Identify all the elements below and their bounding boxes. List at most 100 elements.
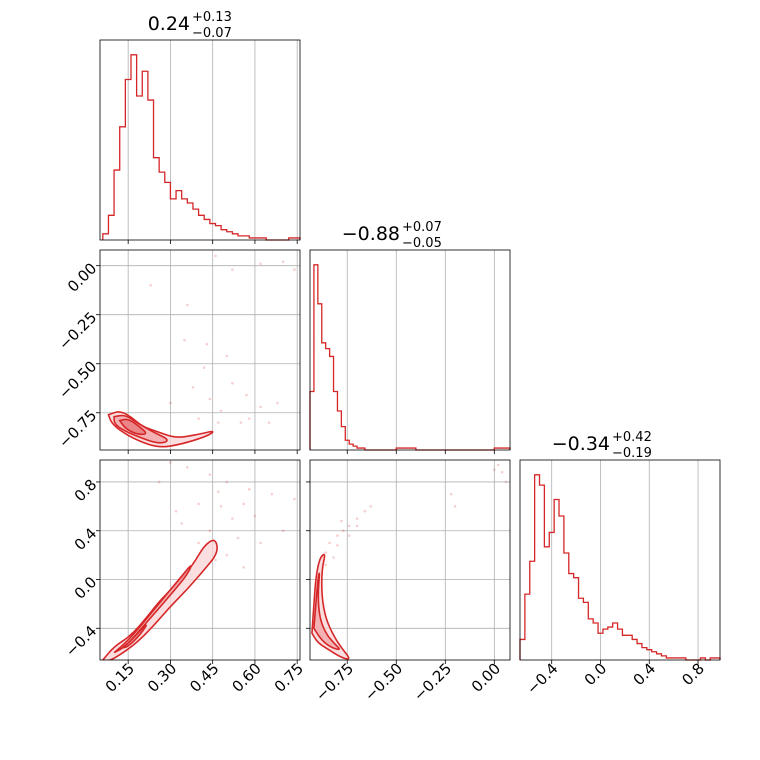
- scatter-point: [202, 366, 206, 369]
- scatter-point: [504, 480, 508, 484]
- panel-1-0: [96, 249, 301, 454]
- panel-0-0: 0.24 +0.13−0.07: [99, 10, 301, 244]
- panel-content: [311, 463, 508, 660]
- scatter-point: [281, 529, 285, 533]
- param-title-2: −0.34: [552, 433, 610, 455]
- scatter-point: [242, 502, 245, 506]
- scatter-point: [324, 551, 327, 554]
- scatter-point: [186, 303, 189, 307]
- param-error-minus-1: −0.05: [402, 236, 442, 251]
- x-tick-label: 0.8: [678, 660, 708, 690]
- scatter-point: [225, 553, 229, 557]
- scatter-point: [183, 338, 186, 342]
- scatter-point: [205, 342, 209, 346]
- scatter-point: [347, 534, 351, 537]
- scatter-point: [253, 514, 257, 518]
- panel-frame: [309, 459, 511, 661]
- scatter-point: [332, 556, 335, 559]
- contour-level-2: [118, 418, 147, 436]
- scatter-point: [208, 473, 212, 476]
- y-tick-label: 0.00: [64, 259, 100, 295]
- scatter-point: [336, 534, 339, 537]
- param-error-plus-1: +0.07: [402, 220, 442, 235]
- panel-1-1: −0.88 +0.07−0.05: [309, 220, 511, 454]
- x-tick-label: 0.30: [144, 660, 180, 696]
- scatter-point: [245, 393, 248, 397]
- scatter-point: [169, 461, 172, 464]
- x-tick-label: −0.4: [523, 660, 561, 698]
- scatter-point: [197, 502, 200, 506]
- scatter-point: [219, 409, 223, 413]
- histogram-step: [519, 474, 721, 661]
- scatter-point: [496, 463, 500, 467]
- scatter-point: [328, 541, 331, 545]
- scatter-point: [186, 466, 189, 469]
- scatter-point: [197, 417, 200, 420]
- x-tick-label: 0.4: [630, 660, 660, 690]
- histogram-step: [309, 264, 511, 451]
- x-tick-label: 0.75: [271, 660, 307, 696]
- panel-frame: [519, 459, 721, 661]
- scatter-point: [342, 529, 345, 533]
- scatter-point: [347, 524, 351, 528]
- scatter-point: [191, 385, 195, 389]
- scatter-point: [225, 354, 229, 358]
- x-tick-label: 0.60: [228, 660, 264, 696]
- scatter-point: [293, 268, 296, 271]
- panel-content: [107, 254, 296, 448]
- scatter-point: [500, 470, 504, 474]
- scatter-point: [217, 421, 220, 424]
- scatter-point: [208, 397, 212, 401]
- param-title-0: 0.24: [148, 13, 190, 35]
- x-tick-label: −0.25: [410, 660, 455, 705]
- panel-2-2: −0.34 +0.42−0.19: [519, 430, 721, 664]
- scatter-point: [217, 490, 220, 494]
- scatter-point: [493, 468, 496, 472]
- scatter-point: [336, 544, 339, 547]
- param-error-plus-0: +0.13: [192, 10, 232, 25]
- y-tick-label: −0.75: [55, 406, 100, 451]
- scatter-point: [340, 519, 343, 523]
- scatter-point: [369, 505, 373, 508]
- x-tick-label: 0.0: [581, 660, 611, 690]
- scatter-point: [453, 505, 457, 508]
- param-error-minus-2: −0.19: [612, 446, 652, 461]
- contour-level-0: [101, 539, 218, 660]
- panel-2-1: [306, 459, 511, 664]
- scatter-point: [247, 487, 251, 491]
- x-tick-label: 0.45: [186, 660, 222, 696]
- y-tick-label: −0.4: [62, 622, 100, 660]
- panel-frame: [309, 249, 511, 451]
- scatter-point: [324, 563, 327, 567]
- scatter-point: [270, 492, 274, 496]
- scatter-point: [355, 524, 359, 528]
- scatter-point: [259, 541, 262, 545]
- scatter-point: [242, 566, 245, 569]
- scatter-point: [231, 517, 234, 520]
- scatter-point: [225, 480, 229, 484]
- contour-level-1: [313, 572, 340, 651]
- scatter-point: [276, 401, 279, 405]
- scatter-point: [239, 421, 243, 424]
- x-tick-label: 0.15: [102, 660, 138, 696]
- x-tick-label: −0.75: [312, 660, 357, 705]
- contour-level-2: [122, 624, 147, 649]
- param-error-minus-0: −0.07: [192, 26, 232, 41]
- scatter-point: [293, 497, 296, 501]
- scatter-point: [247, 417, 251, 420]
- scatter-point: [281, 260, 285, 264]
- y-tick-label: 0.4: [71, 524, 101, 554]
- scatter-point: [259, 405, 262, 409]
- scatter-point: [449, 492, 453, 496]
- scatter-point: [219, 505, 223, 508]
- histogram-step: [102, 54, 301, 241]
- y-tick-label: −0.50: [55, 357, 100, 402]
- scatter-point: [197, 541, 200, 545]
- scatter-point: [174, 509, 178, 513]
- x-tick-label: 0.00: [468, 660, 504, 696]
- scatter-point: [236, 536, 240, 540]
- y-tick-label: 0.0: [71, 573, 101, 603]
- panel-frame: [99, 459, 301, 661]
- scatter-point: [214, 254, 217, 258]
- scatter-point: [355, 517, 359, 520]
